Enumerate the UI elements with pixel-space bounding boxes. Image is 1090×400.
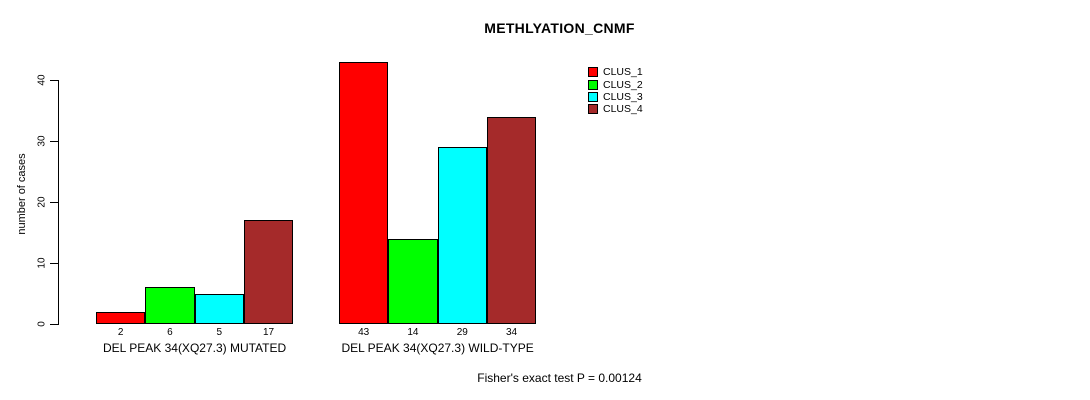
legend-label: CLUS_2 [603,78,643,91]
bar-value-label: 43 [358,327,370,338]
bar-clus_3-mutated [194,293,244,324]
y-axis-label: number of cases [16,153,28,235]
bar-clus_4-mutated [243,220,294,324]
bar-clus_2-wild-type [388,238,438,324]
legend-item-clus_2: CLUS_2 [588,78,643,90]
bar-value-label: 2 [117,327,124,338]
bar-clus_1-wild-type [339,61,389,324]
legend-item-clus_3: CLUS_3 [588,91,643,103]
y-axis-tick [50,324,58,325]
bar-value-label: 34 [505,327,518,338]
y-tick-label: 10 [36,257,48,269]
legend-swatch-clus_2 [588,79,598,90]
bar-value-label: 17 [262,327,275,338]
fisher-exact-test-annotation: Fisher's exact test P = 0.00124 [477,371,642,385]
legend: CLUS_1 CLUS_2 CLUS_3 CLUS_4 [588,66,643,116]
legend-item-clus_4: CLUS_4 [588,103,643,115]
bar-clus_3-wild-type [437,147,487,324]
y-tick-label: 30 [36,135,48,147]
legend-label: CLUS_3 [603,90,643,103]
chart-title: METHLYATION_CNMF [484,20,635,36]
bar-value-label: 5 [216,327,223,338]
legend-item-clus_1: CLUS_1 [588,66,643,78]
y-axis-tick [50,141,58,142]
legend-swatch-clus_4 [588,104,598,115]
bar-clus_4-wild-type [486,116,537,324]
y-axis-tick [50,263,58,264]
bar-value-label: 6 [167,327,173,338]
legend-swatch-clus_1 [588,67,598,78]
x-category-label: DEL PEAK 34(XQ27.3) MUTATED [103,341,287,355]
bar-clus_1-mutated [96,311,146,324]
y-axis-line [58,80,59,325]
legend-label: CLUS_1 [603,66,643,79]
bar-value-label: 29 [456,327,468,338]
y-tick-label: 0 [36,321,48,327]
y-axis-tick [50,80,58,81]
bar-clus_2-mutated [145,287,195,324]
legend-swatch-clus_3 [588,91,598,102]
bar-value-label: 14 [407,327,419,338]
y-tick-label: 40 [36,74,48,86]
x-category-label: DEL PEAK 34(XQ27.3) WILD-TYPE [341,341,534,355]
y-axis-tick [50,202,58,203]
y-tick-label: 20 [36,196,48,208]
legend-label: CLUS_4 [603,103,643,116]
